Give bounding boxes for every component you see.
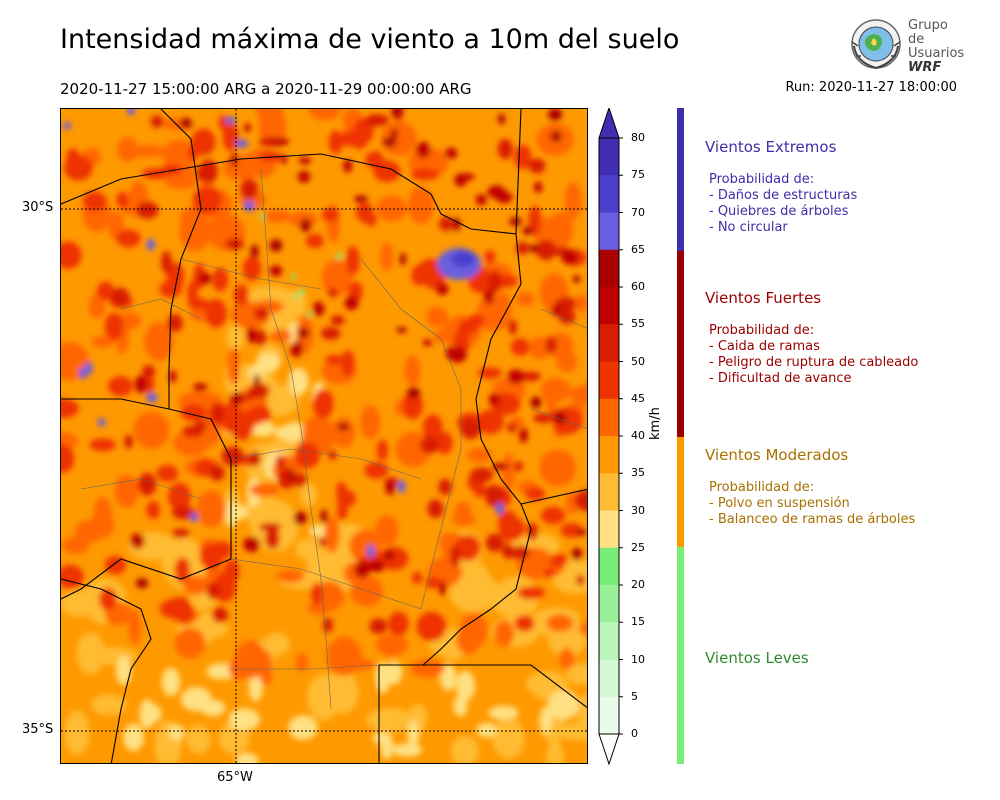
colorbar-tick-label: 55 [631, 317, 645, 331]
legend-bar-leves [677, 547, 684, 764]
colorbar-segment [599, 324, 619, 362]
category-leves: Vientos Leves [705, 649, 809, 667]
category-fuertes-desc: Probabilidad de: - Caida de ramas - Peli… [709, 323, 919, 386]
colorbar-tick-label: 50 [631, 354, 645, 368]
colorbar-segment [599, 361, 619, 400]
forecast-period: 2020-11-27 15:00:00 ARG a 2020-11-29 00:… [60, 80, 472, 98]
colorbar-tick-label: 65 [631, 242, 645, 256]
logo-line-3: WRF [908, 60, 942, 75]
legend-bar-extremos [677, 108, 684, 251]
grupo-usuarios-wrf-logo: Grupo de Usuarios WRF [848, 16, 968, 75]
logo-line-1: Grupo de [908, 18, 948, 47]
category-extremos: Vientos Extremos [705, 138, 837, 156]
lat-label-35s: 35°S [22, 722, 54, 737]
colorbar-tick-label: 60 [631, 280, 645, 293]
category-moderados-desc: Probabilidad de: - Polvo en suspensión -… [709, 480, 916, 527]
colorbar-segment [599, 696, 619, 735]
colorbar-units: km/h [648, 407, 663, 440]
lat-label-30s: 30°S [22, 200, 54, 215]
legend-bar-moderados [677, 437, 684, 547]
colorbar-tick-label: 15 [631, 615, 645, 629]
colorbar-segment [599, 175, 619, 213]
colorbar-segment [599, 436, 619, 474]
colorbar-tick-label: 30 [631, 503, 645, 517]
wind-field [61, 109, 587, 763]
colorbar-segment [599, 622, 619, 660]
colorbar-segment [599, 547, 619, 586]
wind-map [60, 108, 588, 764]
category-fuertes: Vientos Fuertes [705, 289, 822, 307]
category-moderados: Vientos Moderados [705, 446, 849, 464]
colorbar-extend-bottom [598, 733, 620, 766]
colorbar-tick-label: 45 [631, 391, 645, 405]
colorbar-tick-label: 20 [631, 578, 645, 591]
colorbar-segment [599, 398, 619, 437]
globe-logo-icon [851, 19, 901, 70]
colorbar-tick-label: 25 [631, 540, 645, 554]
logo-line-2: Usuarios [908, 46, 965, 61]
colorbar-segment [599, 138, 619, 176]
category-extremos-desc: Probabilidad de: - Daños de estructuras … [709, 172, 858, 235]
colorbar-tick-label: 0 [631, 727, 638, 740]
colorbar-tick-label: 5 [631, 689, 638, 703]
colorbar-tick-label: 80 [631, 131, 645, 144]
run-time: Run: 2020-11-27 18:00:00 [785, 80, 957, 95]
colorbar-segment [599, 510, 619, 549]
colorbar [598, 108, 623, 766]
colorbar-extend-top [598, 108, 620, 139]
colorbar-segment [599, 249, 619, 288]
colorbar-tick-label: 40 [631, 429, 645, 442]
colorbar-tick-label: 75 [631, 168, 645, 182]
legend-bar-fuertes [677, 251, 684, 437]
colorbar-tick-label: 35 [631, 466, 645, 480]
colorbar-segment [599, 659, 619, 698]
colorbar-segment [599, 473, 619, 511]
lon-label-65w: 65°W [217, 770, 253, 785]
colorbar-segment [599, 212, 619, 251]
colorbar-segment [599, 287, 619, 325]
colorbar-segment [599, 585, 619, 623]
chart-title: Intensidad máxima de viento a 10m del su… [60, 24, 680, 55]
colorbar-tick-label: 70 [631, 205, 645, 219]
colorbar-tick-label: 10 [631, 652, 645, 666]
